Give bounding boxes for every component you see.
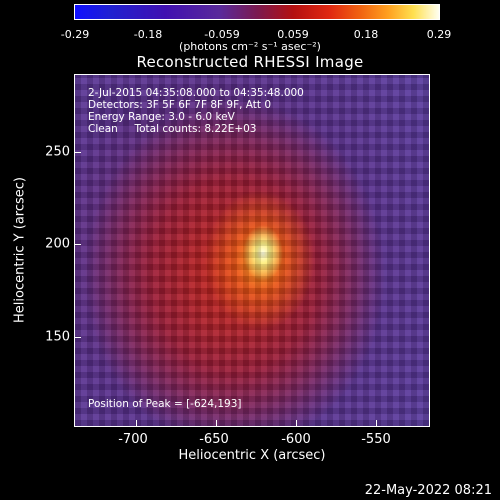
info-detectors: Detectors: 3F 5F 6F 7F 8F 9F, Att 0: [88, 99, 272, 111]
colorbar-units: (photons cm⁻² s⁻¹ asec⁻²): [179, 40, 321, 53]
chart-title: Reconstructed RHESSI Image: [136, 53, 364, 71]
y-tick-label: 200: [45, 236, 70, 252]
x-tick-label: -650: [199, 432, 229, 447]
y-tick-mark: [74, 337, 81, 338]
x-tick-label: -600: [281, 432, 311, 447]
y-axis-label: Heliocentric Y (arcsec): [12, 177, 28, 323]
y-tick-mark: [74, 152, 81, 153]
heatmap-plot: 2-Jul-2015 04:35:08.000 to 04:35:48.000 …: [74, 74, 430, 427]
colorbar-tick: 0.18: [353, 28, 379, 41]
x-axis-label: Heliocentric X (arcsec): [178, 448, 326, 463]
y-tick-label: 250: [45, 144, 70, 160]
info-peak-position: Position of Peak = [-624,193]: [88, 398, 242, 410]
x-tick-label: -550: [361, 432, 391, 447]
y-tick-label: 150: [45, 329, 70, 345]
info-energy-range: Energy Range: 3.0 - 6.0 keV: [88, 111, 235, 123]
x-tick-mark: [376, 420, 377, 427]
colorbar-tick: -0.18: [133, 28, 163, 41]
info-clean-counts: Clean Total counts: 8.22E+03: [88, 123, 257, 135]
colorbar-tick: -0.059: [204, 28, 240, 41]
colorbar: [74, 4, 440, 20]
colorbar-tick: 0.059: [277, 28, 309, 41]
x-tick-label: -700: [118, 432, 148, 447]
info-time-range: 2-Jul-2015 04:35:08.000 to 04:35:48.000: [88, 87, 304, 99]
colorbar-tick: 0.29: [426, 28, 452, 41]
timestamp: 22-May-2022 08:21: [364, 483, 492, 498]
colorbar-tick: -0.29: [60, 28, 90, 41]
x-tick-mark: [296, 420, 297, 427]
y-tick-mark: [74, 244, 81, 245]
x-tick-mark: [136, 420, 137, 427]
x-tick-mark: [216, 420, 217, 427]
heatmap-texture: [75, 75, 429, 426]
